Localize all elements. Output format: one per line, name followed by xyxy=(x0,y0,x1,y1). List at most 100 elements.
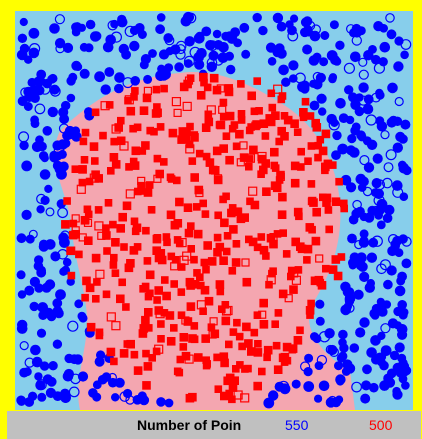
red-point xyxy=(247,91,256,101)
blue-point xyxy=(392,235,403,246)
red-point xyxy=(179,82,189,92)
red-point xyxy=(299,113,308,122)
red-point xyxy=(99,131,107,140)
blue-point xyxy=(69,354,80,365)
blue-points-layer xyxy=(16,11,412,409)
blue-point xyxy=(376,357,386,367)
blue-point xyxy=(221,31,231,41)
blue-point xyxy=(290,14,299,23)
red-point xyxy=(204,117,214,127)
blue-point xyxy=(397,160,407,170)
blue-point xyxy=(382,300,392,309)
blue-point xyxy=(17,397,26,406)
blue-point xyxy=(54,164,64,174)
blue-point xyxy=(49,84,60,95)
blue-point xyxy=(371,178,382,189)
red-point xyxy=(63,197,71,205)
blue-point xyxy=(366,252,378,263)
red-point xyxy=(124,95,134,105)
red-point xyxy=(190,255,198,264)
blue-point xyxy=(347,233,357,244)
blue-point xyxy=(360,393,371,404)
blue-point xyxy=(392,389,403,400)
blue-point xyxy=(400,50,409,60)
red-point xyxy=(111,124,121,134)
blue-point xyxy=(370,335,381,346)
red-point xyxy=(193,269,201,277)
red-point xyxy=(183,203,193,212)
blue-point xyxy=(55,289,66,300)
red-point xyxy=(237,110,246,118)
blue-point xyxy=(359,271,370,283)
blue-point xyxy=(59,114,70,125)
red-point xyxy=(232,240,241,248)
red-point xyxy=(249,145,258,155)
blue-point xyxy=(194,59,205,70)
blue-point xyxy=(201,26,212,37)
blue-point xyxy=(364,212,375,223)
red-point xyxy=(86,322,96,332)
blue-point xyxy=(329,20,339,30)
red-point xyxy=(71,165,80,173)
red-point xyxy=(219,195,227,204)
decision-boundary-plot[interactable] xyxy=(15,11,413,410)
red-point xyxy=(232,207,242,216)
red-point xyxy=(322,198,331,207)
red-point xyxy=(263,345,273,355)
red-point xyxy=(131,87,139,95)
red-point xyxy=(231,258,241,267)
red-point xyxy=(114,123,123,132)
blue-point xyxy=(30,344,41,356)
blue-point xyxy=(386,265,397,276)
blue-point xyxy=(401,258,412,269)
red-point xyxy=(195,149,204,158)
red-point xyxy=(303,244,313,254)
blue-point xyxy=(100,84,111,95)
blue-point xyxy=(400,119,411,130)
red-point xyxy=(233,390,243,400)
red-point xyxy=(273,365,283,375)
red-point xyxy=(93,278,101,286)
blue-point xyxy=(183,55,195,67)
blue-point xyxy=(66,93,76,103)
red-point xyxy=(171,96,181,107)
blue-point xyxy=(315,72,327,83)
blue-point xyxy=(64,129,75,140)
red-point xyxy=(184,228,194,238)
blue-point xyxy=(29,42,41,55)
red-point xyxy=(321,264,330,273)
red-point xyxy=(223,232,232,240)
red-point xyxy=(262,252,270,260)
red-point xyxy=(219,256,228,265)
blue-point xyxy=(140,53,151,65)
blue-point xyxy=(175,49,186,60)
red-point xyxy=(182,101,192,112)
blue-point xyxy=(22,367,32,377)
red-point xyxy=(238,342,246,351)
red-point xyxy=(119,141,129,151)
blue-point xyxy=(114,83,124,94)
blue-point xyxy=(399,192,409,201)
blue-point xyxy=(252,12,262,23)
blue-point xyxy=(330,118,339,128)
red-point xyxy=(190,173,199,182)
blue-point xyxy=(338,338,347,347)
blue-point xyxy=(314,394,323,403)
blue-point xyxy=(400,39,412,50)
red-point xyxy=(325,225,334,234)
red-point xyxy=(150,127,158,136)
blue-point xyxy=(224,51,234,61)
red-point xyxy=(213,233,222,242)
red-point xyxy=(290,119,299,128)
plot-canvas[interactable] xyxy=(15,11,413,410)
red-point xyxy=(122,201,132,211)
blue-point xyxy=(34,283,44,293)
red-point xyxy=(259,119,269,128)
red-point xyxy=(219,144,228,153)
red-point xyxy=(177,135,186,144)
red-point xyxy=(245,162,253,171)
blue-point xyxy=(34,255,44,265)
blue-point xyxy=(387,82,398,94)
red-point xyxy=(232,142,241,151)
blue-point xyxy=(54,14,66,25)
